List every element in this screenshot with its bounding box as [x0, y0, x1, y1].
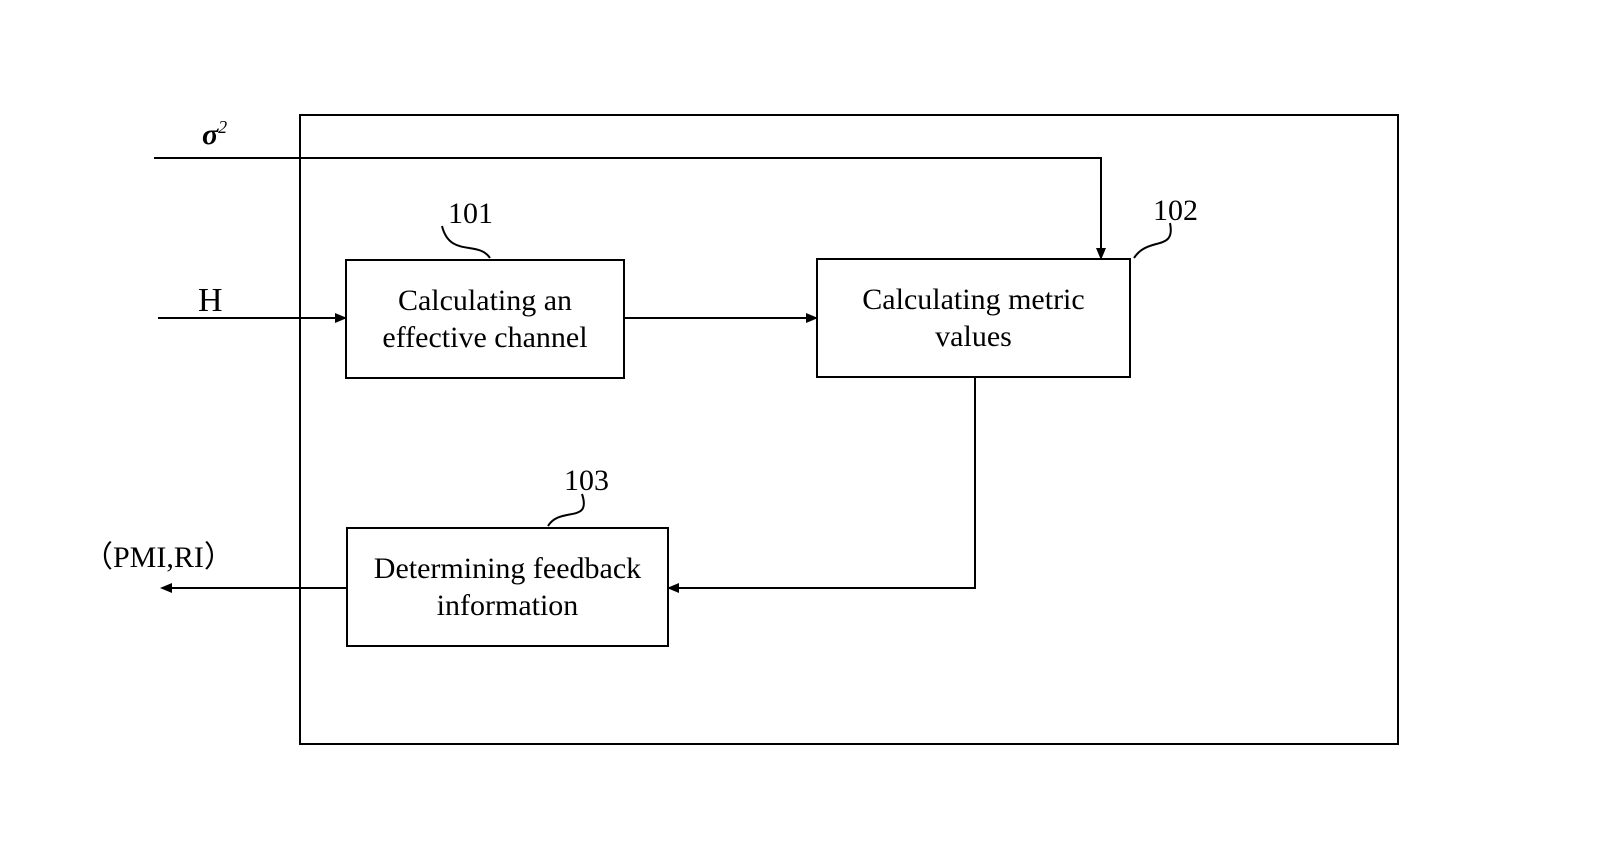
block-effective-channel-text: Calculating an effective channel [355, 282, 615, 357]
block-feedback-info-text: Determining feedback information [356, 550, 659, 625]
ref-103: 103 [564, 464, 609, 498]
block-metric-values-text: Calculating metric values [826, 281, 1121, 356]
block-effective-channel: Calculating an effective channel [345, 259, 625, 379]
block-feedback-info: Determining feedback information [346, 527, 669, 647]
sigma-squared-label: σ2 [202, 117, 227, 152]
block-metric-values: Calculating metric values [816, 258, 1131, 378]
ref-102: 102 [1153, 194, 1198, 228]
h-input-label: H [198, 282, 223, 320]
ref-101: 101 [448, 197, 493, 231]
sigma-sup: 2 [218, 117, 227, 137]
output-label: （PMI,RI） [83, 532, 234, 576]
sigma-symbol: σ [202, 118, 218, 151]
